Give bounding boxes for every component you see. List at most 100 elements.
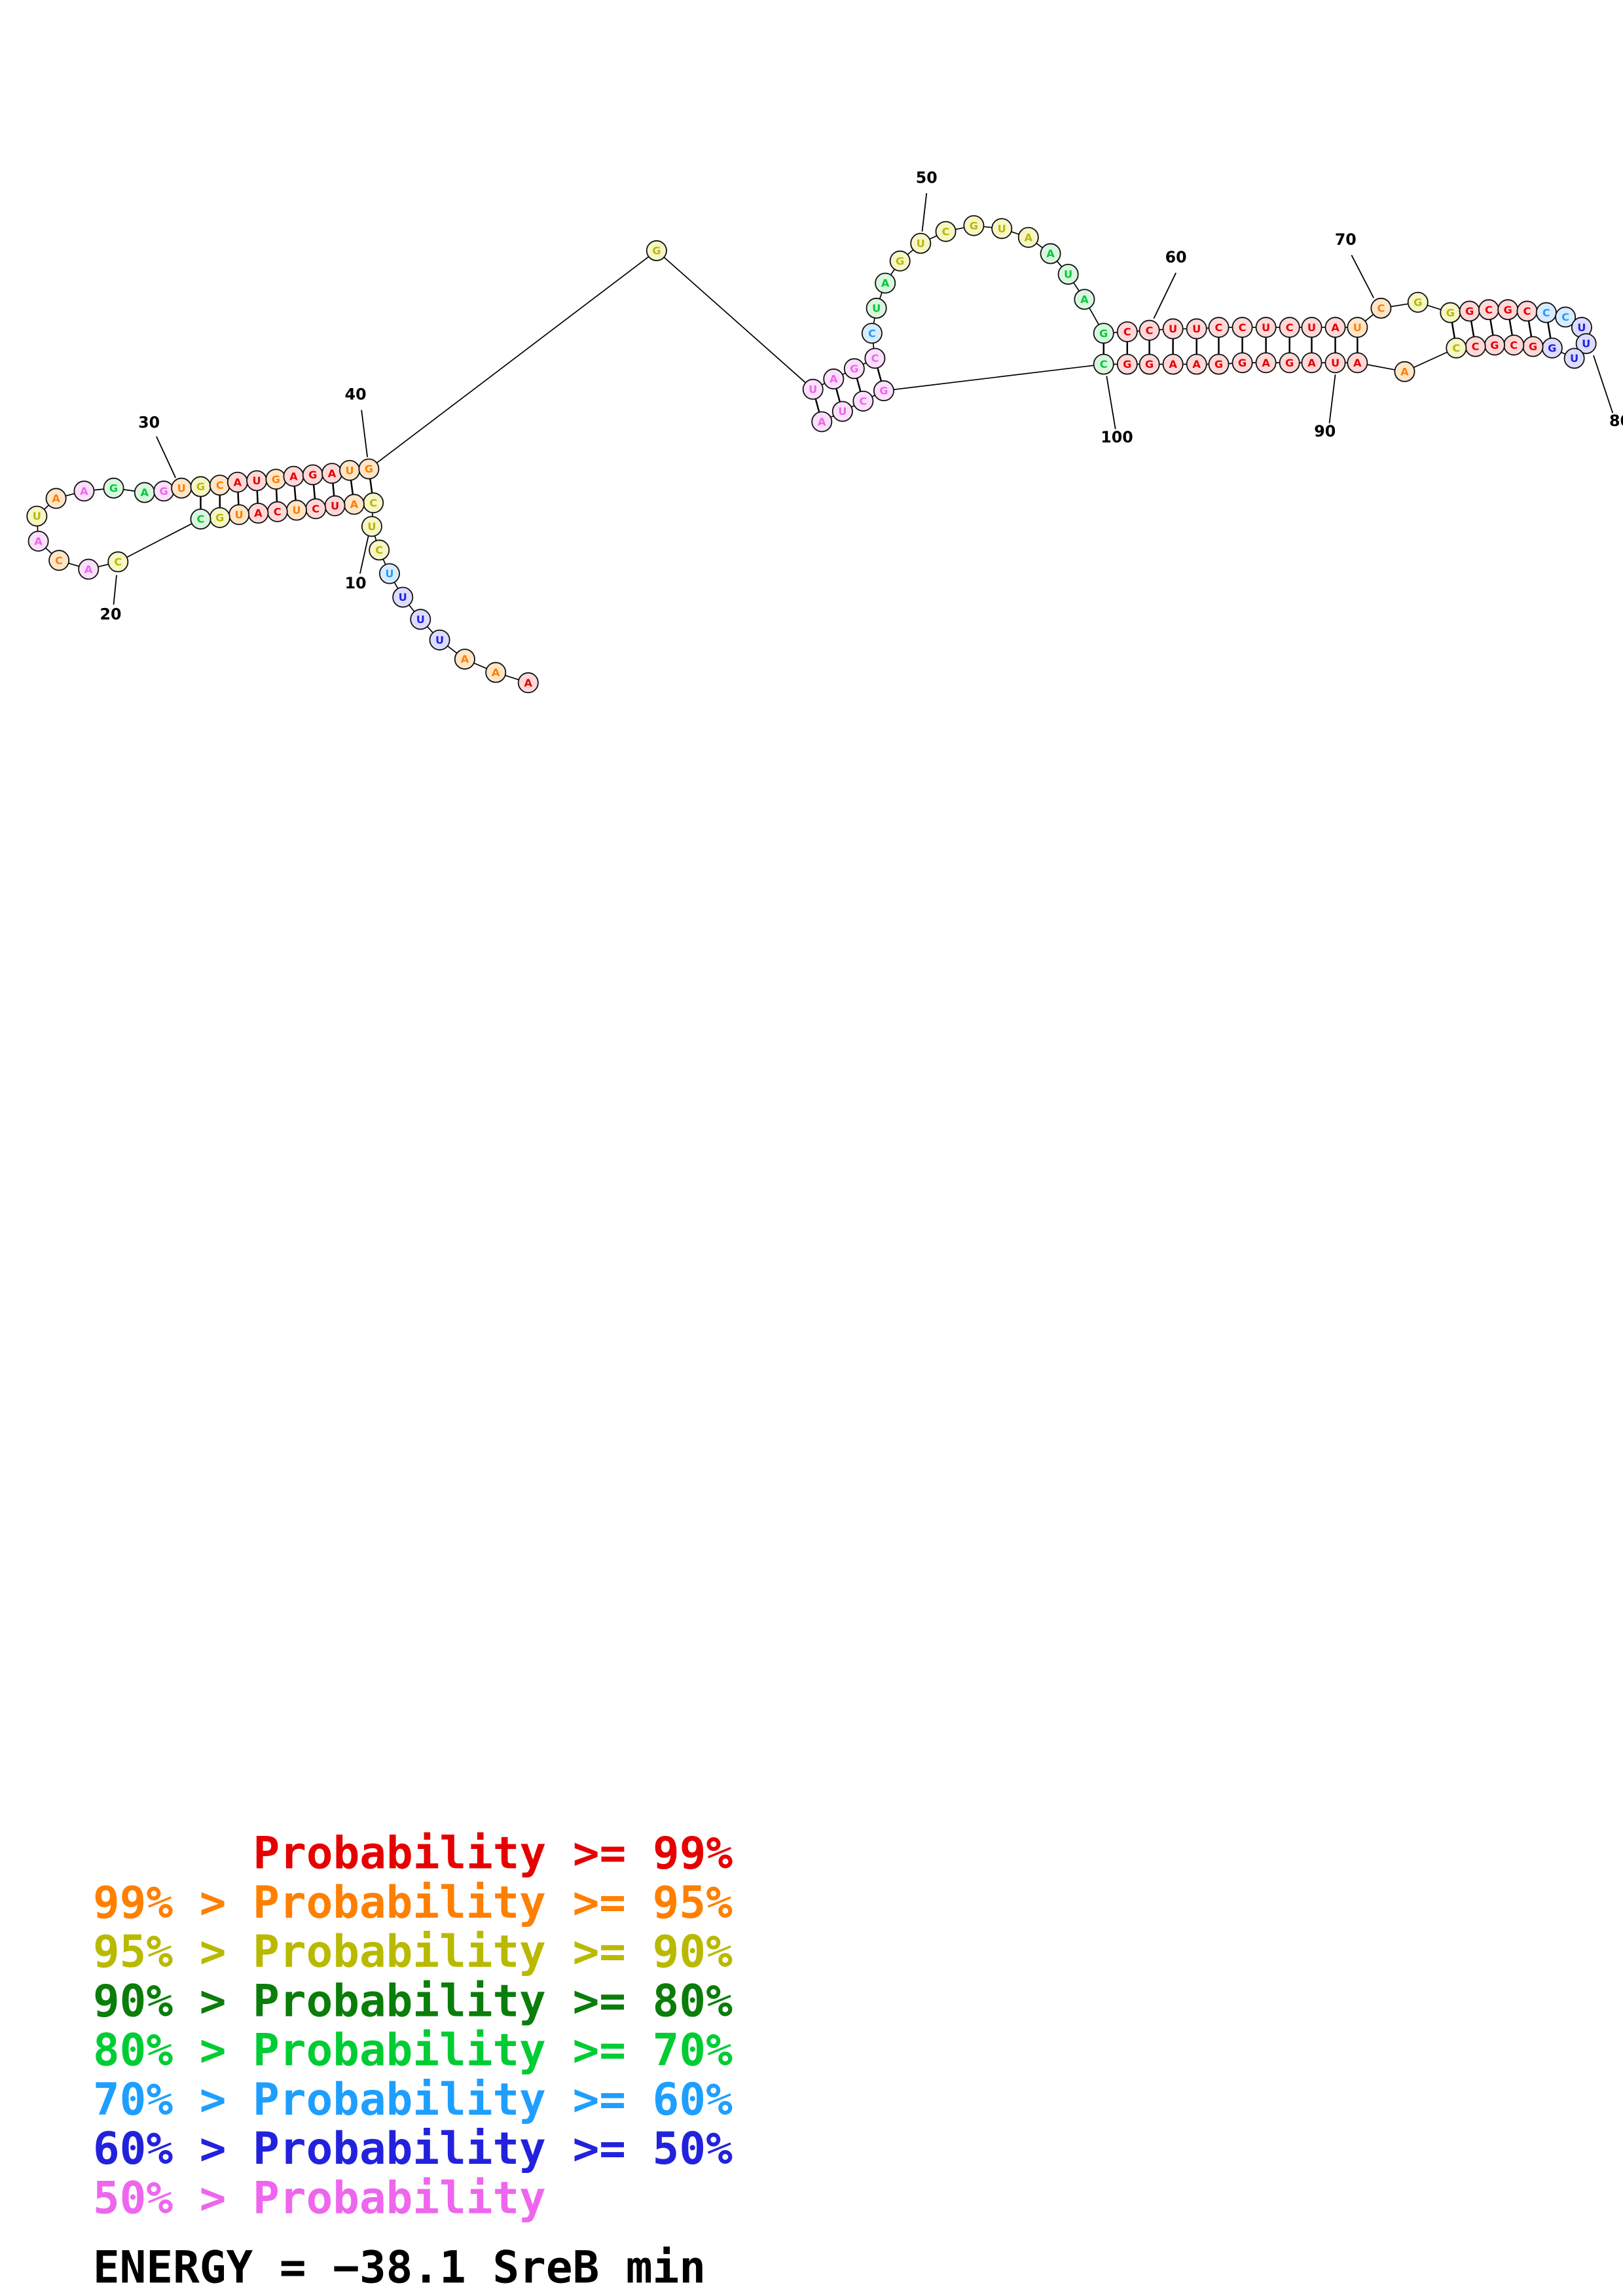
- backbone-segment: [368, 250, 657, 470]
- nucleotide-letter-27: G: [109, 482, 118, 494]
- nucleotide-40: [358, 458, 380, 480]
- nucleotide-letter-79: U: [1577, 321, 1586, 334]
- nucleotide-101: [873, 380, 894, 402]
- nucleotide-letter-34: U: [253, 475, 261, 487]
- nucleotide-49: [889, 250, 911, 272]
- nucleotide-97: [1162, 353, 1184, 375]
- nucleotide-69: [1347, 317, 1368, 338]
- nucleotide-letter-67: U: [1307, 321, 1316, 334]
- nucleotide-letter-35: G: [272, 473, 280, 486]
- nucleotide-letter-24: U: [33, 510, 41, 522]
- nucleotide-letter-19: C: [197, 513, 205, 526]
- nucleotide-letter-26: A: [80, 485, 88, 497]
- nucleotide-letter-92: G: [1285, 357, 1294, 369]
- position-label-90: 90: [1314, 422, 1336, 440]
- nucleotide-letter-12: U: [331, 499, 339, 512]
- label-leader-line: [1153, 272, 1176, 319]
- nucleotide-letter-29: G: [159, 485, 168, 497]
- legend-row-plt50: 50% > Probability: [93, 2172, 546, 2223]
- legend-row-p95: 99% > Probability >= 95%: [93, 1876, 733, 1928]
- nucleotide-letter-94: G: [1238, 357, 1247, 369]
- nucleotide-58: [1093, 323, 1114, 344]
- nucleotide-letter-66: C: [1286, 321, 1294, 334]
- nucleotide-letter-47: U: [872, 302, 881, 315]
- nucleotide-letter-88: A: [1400, 365, 1409, 378]
- nucleotide-letter-59: C: [1123, 326, 1131, 338]
- nucleotide-letter-82: G: [1548, 342, 1556, 354]
- nucleotide-81: [1563, 348, 1585, 369]
- nucleotide-letter-48: A: [881, 277, 890, 289]
- nucleotide-letter-83: G: [1529, 340, 1537, 353]
- nucleotide-letter-77: C: [1542, 306, 1550, 319]
- nucleotide-70: [1370, 297, 1392, 319]
- nucleotide-23: [27, 530, 49, 552]
- nucleotide-letter-25: A: [52, 492, 60, 505]
- position-label-40: 40: [345, 386, 367, 404]
- nucleotide-99: [1116, 353, 1138, 375]
- nucleotide-letter-71: G: [1413, 296, 1422, 309]
- nucleotide-letter-14: U: [292, 504, 301, 516]
- nucleotide-41: [646, 240, 667, 262]
- nucleotide-letter-96: A: [1192, 358, 1201, 370]
- nucleotide-71: [1407, 291, 1429, 313]
- nucleotide-letter-86: C: [1472, 340, 1480, 353]
- legend-row-p90: 95% > Probability >= 90%: [93, 1926, 733, 1977]
- nucleotide-61: [1162, 318, 1184, 340]
- nucleotide-102: [852, 390, 874, 412]
- nucleotide-letter-100: C: [1100, 358, 1108, 370]
- label-leader-line: [156, 436, 177, 478]
- legend-row-p70: 80% > Probability >= 70%: [93, 2024, 733, 2076]
- nucleotide-63: [1208, 317, 1230, 338]
- nucleotide-letter-28: A: [141, 486, 149, 499]
- nucleotide-56: [1057, 264, 1079, 285]
- nucleotide-27: [103, 477, 124, 499]
- nucleotide-letter-11: A: [350, 498, 359, 511]
- nucleotide-66: [1279, 317, 1300, 338]
- nucleotide-letter-102: C: [859, 395, 867, 407]
- nucleotide-59: [1116, 321, 1138, 342]
- nucleotide-letter-60: C: [1146, 324, 1154, 336]
- position-label-10: 10: [345, 574, 367, 592]
- nucleotide-42: [802, 378, 824, 400]
- nucleotide-20: [107, 551, 129, 573]
- nucleotide-4: [429, 629, 450, 651]
- backbone-segment: [656, 250, 814, 390]
- nucleotide-46: [861, 323, 883, 344]
- nucleotide-letter-84: C: [1510, 339, 1518, 351]
- backbone-layer: [36, 224, 1587, 683]
- nucleotide-94: [1231, 352, 1253, 374]
- nucleotide-22: [48, 550, 70, 571]
- nucleotide-letter-101: G: [879, 385, 888, 397]
- nucleotide-letter-20: C: [114, 556, 122, 568]
- nucleotide-92: [1279, 352, 1300, 374]
- nucleotide-5: [410, 609, 431, 630]
- nucleotide-89: [1347, 352, 1368, 374]
- nucleotide-47: [866, 297, 887, 319]
- nucleotide-letter-49: G: [896, 255, 904, 267]
- nucleotide-letter-36: A: [289, 470, 298, 482]
- nucleotide-26: [73, 480, 95, 502]
- nucleotide-43: [823, 368, 845, 390]
- label-leader-line: [921, 193, 928, 232]
- nucleotide-letter-18: G: [215, 511, 224, 524]
- nucleotide-letter-63: C: [1215, 321, 1223, 334]
- nucleotide-letter-43: A: [830, 373, 838, 386]
- nucleotide-letter-76: C: [1523, 305, 1531, 317]
- position-label-20: 20: [100, 605, 122, 623]
- nucleotide-44: [843, 358, 865, 380]
- nucleotide-letter-98: G: [1145, 358, 1154, 370]
- nucleotide-letter-22: C: [55, 554, 63, 567]
- nucleotide-2: [485, 662, 507, 683]
- nucleotide-letter-58: G: [1099, 327, 1108, 340]
- nucleotide-letter-51: C: [942, 225, 950, 238]
- nucleotide-letter-3: A: [461, 653, 469, 666]
- nucleotide-letter-87: C: [1452, 342, 1460, 354]
- nucleotide-64: [1231, 317, 1253, 338]
- nucleotide-letter-30: U: [177, 482, 186, 494]
- legend-row-p99: Probability >= 99%: [253, 1827, 733, 1879]
- nucleotide-letter-5: U: [416, 613, 425, 626]
- label-leader-line: [1593, 355, 1614, 414]
- nucleotide-letter-103: U: [838, 405, 847, 418]
- nucleotide-51: [935, 221, 957, 242]
